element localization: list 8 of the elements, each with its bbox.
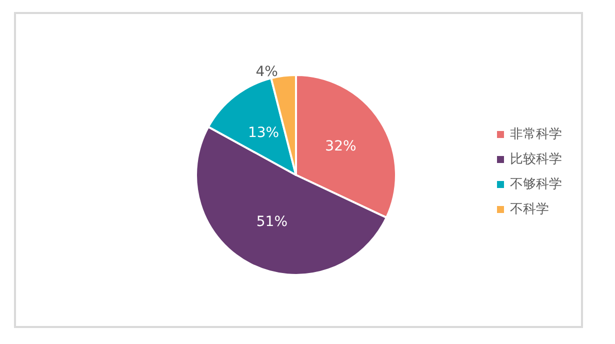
legend-label: 比较科学 (510, 152, 562, 167)
data-label: 51% (256, 214, 288, 230)
data-label: 13% (248, 125, 280, 142)
legend-label: 不够科学 (510, 177, 562, 192)
legend-label: 不科学 (510, 202, 549, 217)
data-label: 4% (256, 64, 278, 80)
legend-label: 非常科学 (510, 127, 562, 142)
data-label: 32% (325, 138, 356, 155)
